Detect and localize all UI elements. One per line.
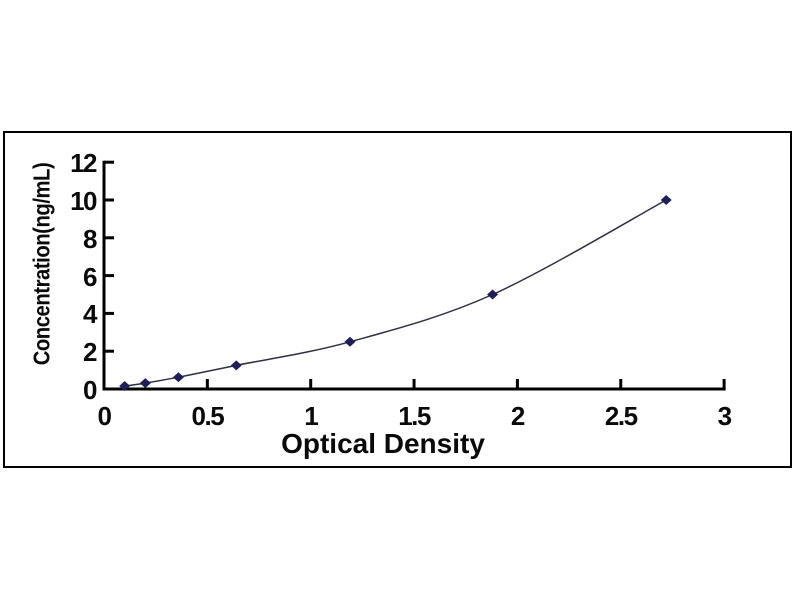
y-tick-label: 12 bbox=[70, 148, 97, 179]
y-tick-label: 2 bbox=[83, 337, 97, 368]
x-tick-label: 2 bbox=[510, 401, 525, 431]
data-point-marker bbox=[139, 378, 151, 389]
x-tick-label: 3 bbox=[717, 401, 732, 431]
y-tick-label: 0 bbox=[83, 375, 97, 405]
data-point-marker bbox=[119, 381, 131, 392]
y-tick-label: 8 bbox=[83, 223, 97, 254]
y-tick-label: 4 bbox=[83, 299, 97, 330]
curve-line bbox=[124, 199, 667, 387]
x-tick-label: 0.5 bbox=[191, 401, 225, 431]
y-tick-label: 6 bbox=[83, 261, 97, 292]
x-tick-label: 1 bbox=[304, 401, 318, 431]
x-tick-label: 1.5 bbox=[398, 401, 431, 431]
x-tick-label: 2.5 bbox=[604, 401, 638, 431]
data-point-marker bbox=[344, 336, 356, 347]
data-point-marker bbox=[660, 195, 672, 205]
y-tick-label: 10 bbox=[70, 186, 97, 216]
chart-frame bbox=[3, 131, 792, 468]
data-point-marker bbox=[487, 289, 499, 300]
x-axis-title: Optical Density bbox=[281, 428, 485, 459]
data-point-marker bbox=[172, 372, 184, 383]
data-point-marker bbox=[230, 360, 242, 371]
x-tick-label: 0 bbox=[97, 401, 112, 431]
